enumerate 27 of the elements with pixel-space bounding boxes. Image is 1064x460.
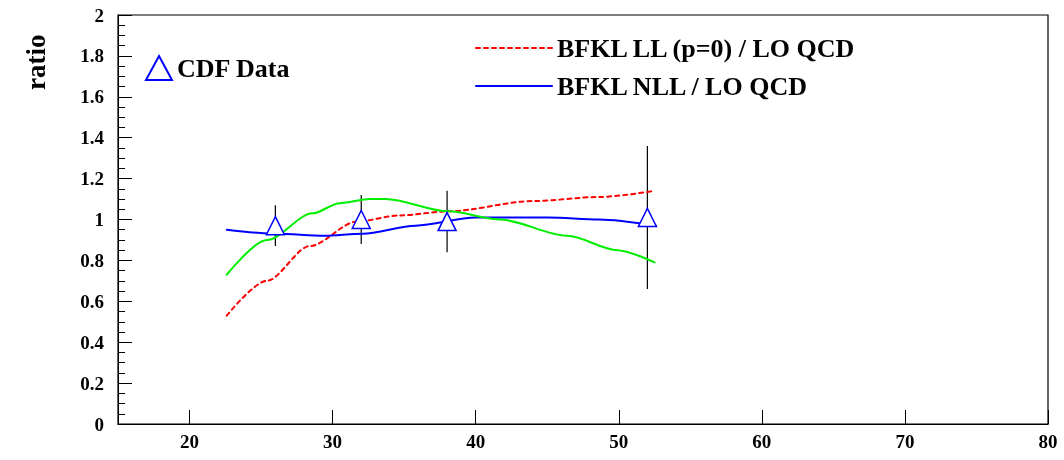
point [637, 207, 658, 228]
x-tick-label: 30 [323, 431, 343, 452]
y-tick-label: 1.6 [80, 86, 104, 108]
y-axis-title: ratio [20, 34, 51, 90]
legend-label: BFKL NLL / LO QCD [557, 71, 807, 101]
y-tick-label: 0.4 [80, 331, 105, 353]
y-tick-label: 0.6 [80, 290, 104, 312]
x-tick-label: 40 [466, 431, 486, 452]
point [351, 209, 371, 230]
line-series [225, 198, 656, 276]
x-tick-label: 70 [895, 431, 915, 452]
x-tick-label: 50 [609, 431, 629, 452]
y-tick-label: 1 [94, 209, 104, 230]
y-tick-label: 1.4 [80, 127, 105, 149]
y-tick-label: 0 [94, 413, 104, 435]
point [437, 211, 457, 232]
y-tick-label: 0.8 [80, 249, 104, 271]
legend-label: BFKL LL (p=0) / LO QCD [557, 33, 855, 63]
x-tick-label: 80 [1038, 431, 1058, 452]
y-tick-label: 1.2 [80, 168, 104, 190]
legend-label: CDF Data [177, 53, 290, 83]
y-tick-label: 2 [94, 4, 104, 26]
x-tick-label: 60 [752, 431, 772, 452]
y-tick-label: 0.2 [80, 372, 104, 394]
y-tick-label: 1.8 [80, 45, 104, 67]
point [265, 215, 286, 236]
x-tick-label: 20 [180, 431, 200, 452]
